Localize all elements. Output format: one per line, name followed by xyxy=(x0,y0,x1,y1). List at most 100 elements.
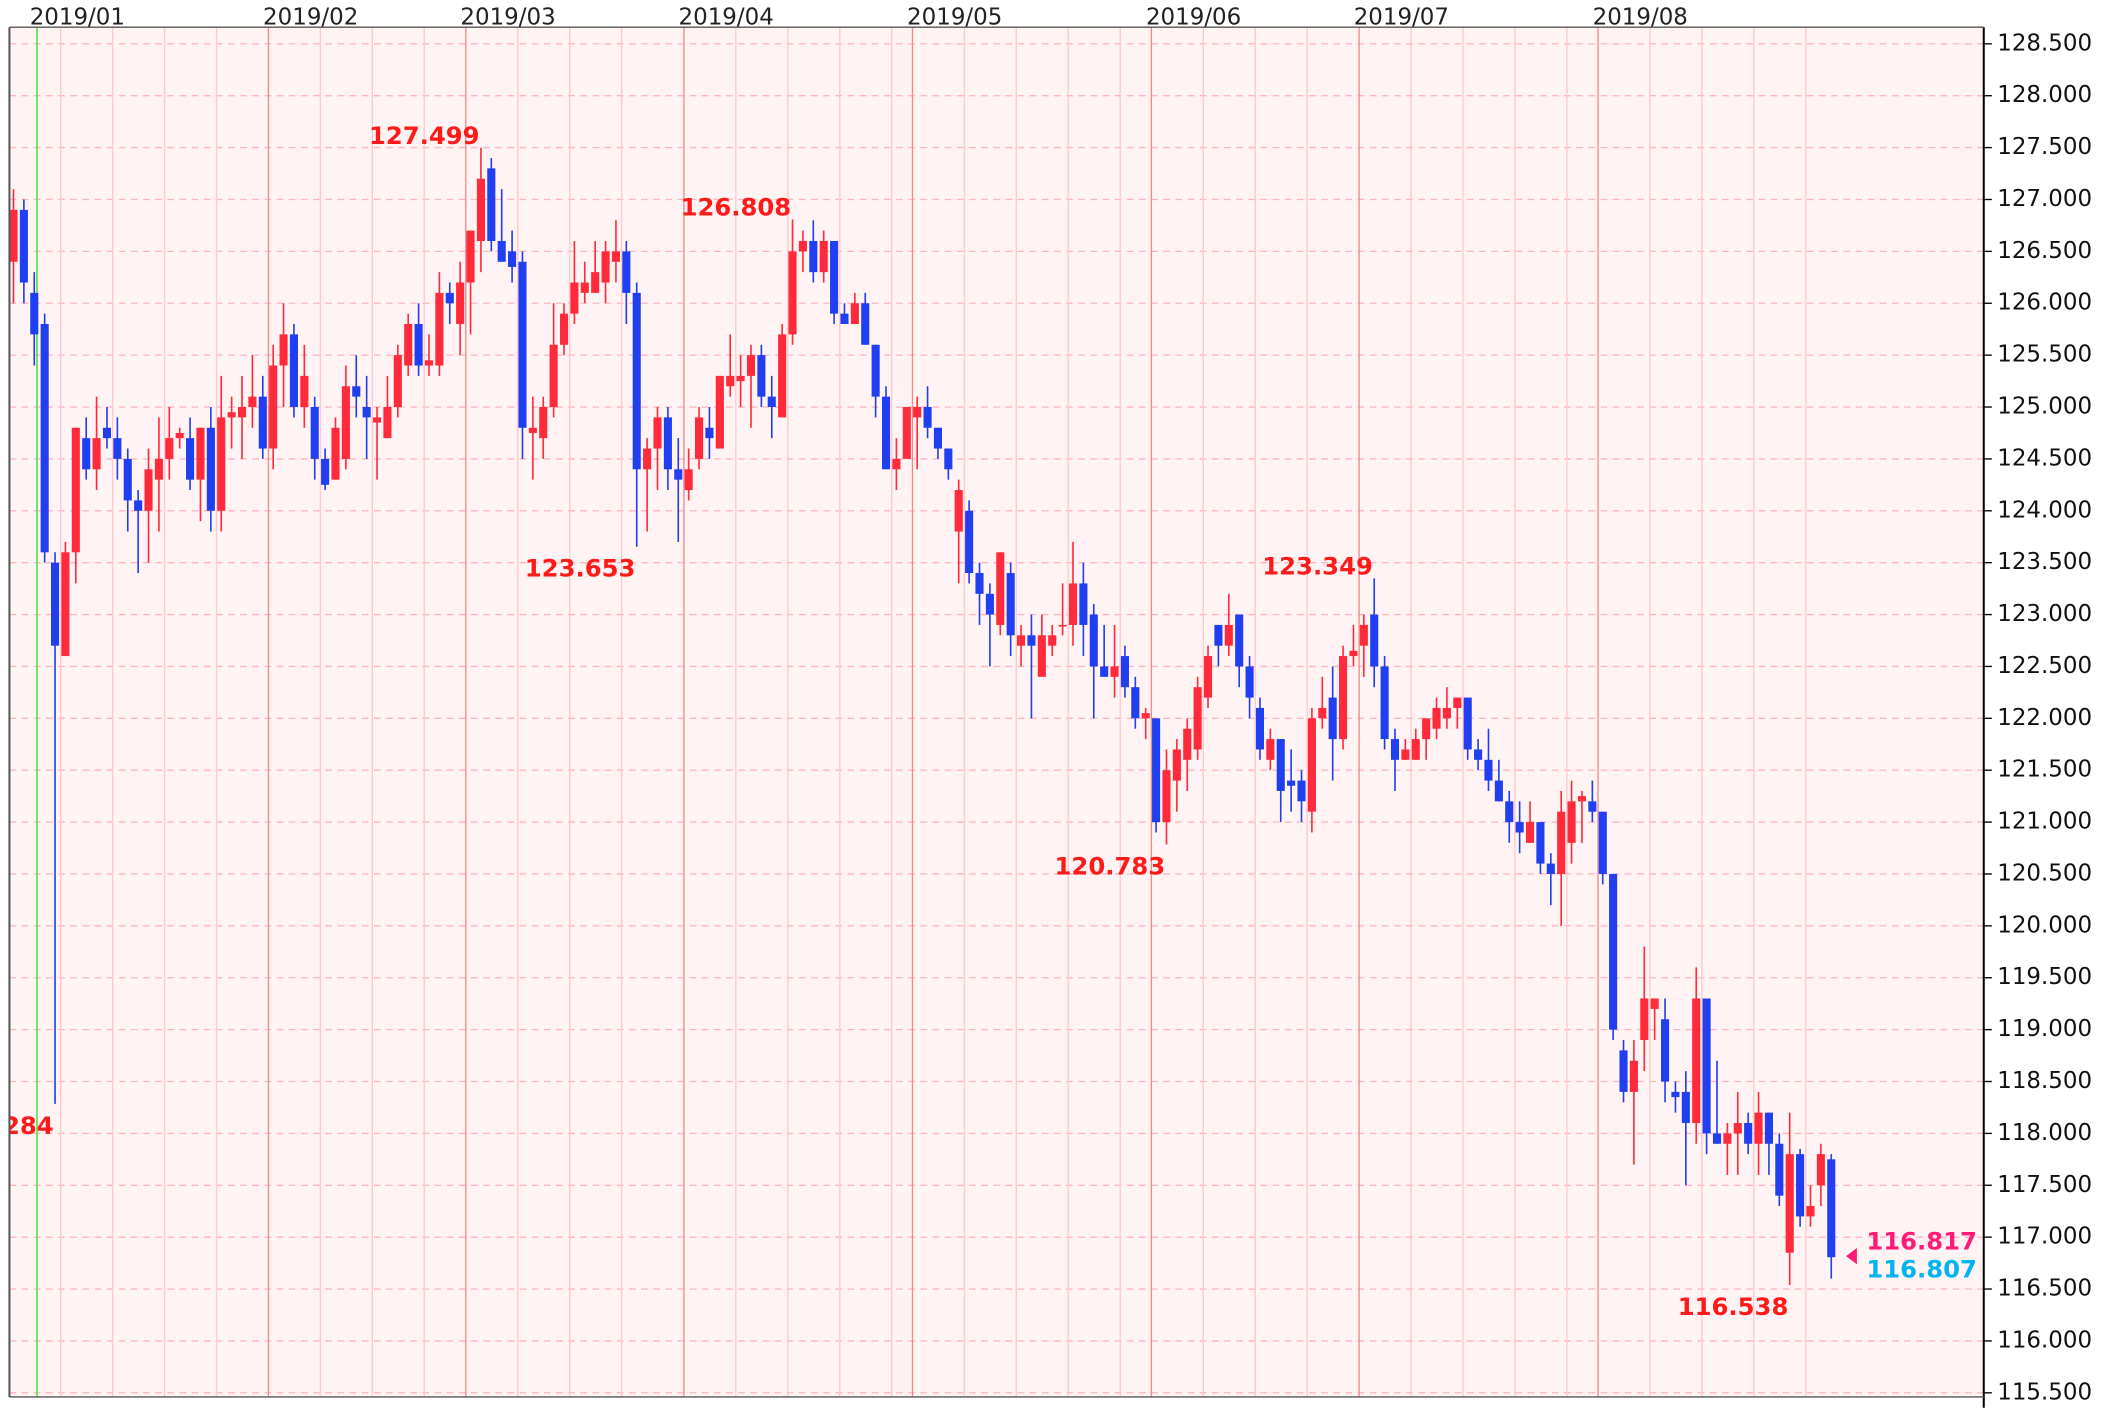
candle-body xyxy=(300,375,309,408)
candle-body xyxy=(1027,635,1036,646)
candle-body xyxy=(528,427,537,433)
candle-body xyxy=(144,469,153,511)
candle-body xyxy=(227,412,236,418)
candle-body xyxy=(383,407,392,439)
candle-body xyxy=(1702,998,1711,1134)
candle-body xyxy=(1203,656,1213,698)
candle-body xyxy=(476,178,485,241)
extreme-label: 123.653 xyxy=(525,554,636,583)
candle-body xyxy=(840,313,849,325)
x-tick-label: 2019/04 xyxy=(679,4,774,30)
candle-body xyxy=(954,490,963,532)
candle-body xyxy=(674,469,683,480)
candle-body xyxy=(559,313,569,345)
candle-body xyxy=(1100,666,1109,677)
candle-body xyxy=(445,292,454,304)
candle-body xyxy=(61,552,70,657)
candle-body xyxy=(788,251,797,335)
y-tick-label: 121.000 xyxy=(1997,809,2092,835)
candle-body xyxy=(1152,718,1161,823)
candle-body xyxy=(1390,739,1400,760)
candle-body xyxy=(1110,666,1119,677)
candle-body xyxy=(746,355,756,376)
candle-body xyxy=(1671,1091,1680,1098)
candle-body xyxy=(850,303,859,325)
candle-body xyxy=(1515,822,1524,833)
y-tick-label: 118.500 xyxy=(1997,1068,2092,1094)
candle-body xyxy=(1505,801,1514,823)
candle-body xyxy=(695,417,704,459)
candle-body xyxy=(1661,1019,1670,1082)
extreme-label: 123.349 xyxy=(1262,552,1373,581)
candle-body xyxy=(310,407,319,459)
candle-body xyxy=(1650,998,1659,1009)
candle-body xyxy=(539,407,548,439)
x-tick-label: 2019/08 xyxy=(1593,4,1688,30)
y-tick-label: 120.500 xyxy=(1997,860,2092,886)
candle-body xyxy=(497,240,506,262)
candle-body xyxy=(1411,739,1420,760)
y-tick-label: 125.500 xyxy=(1997,342,2092,368)
candle-body xyxy=(591,272,600,293)
candle-body xyxy=(1567,801,1576,843)
x-tick-label: 2019/05 xyxy=(907,4,1002,30)
candle-body xyxy=(40,324,49,553)
candle-body xyxy=(1266,739,1275,760)
candle-body xyxy=(1307,718,1316,812)
candle-body xyxy=(186,438,195,480)
candle-body xyxy=(1474,749,1483,760)
candle-body xyxy=(331,427,340,480)
candle-body xyxy=(1733,1123,1742,1134)
candle-body xyxy=(1744,1123,1753,1144)
candle-body xyxy=(1287,780,1296,786)
candle-body xyxy=(19,209,28,283)
y-tick-label: 115.500 xyxy=(1997,1379,2092,1405)
y-tick-label: 126.000 xyxy=(1997,290,2092,316)
candle-body xyxy=(258,396,267,449)
candle-body xyxy=(9,209,18,262)
candle-body xyxy=(1037,635,1046,677)
extreme-label: 118.284 xyxy=(0,1111,54,1140)
candle-body xyxy=(736,375,745,382)
y-tick-label: 126.500 xyxy=(1997,238,2092,264)
y-tick-label: 121.500 xyxy=(1997,757,2092,783)
candle-body xyxy=(1380,666,1389,740)
candle-body xyxy=(1224,624,1233,646)
candle-body xyxy=(1328,697,1337,740)
candle-body xyxy=(1006,573,1015,636)
candle-body xyxy=(715,375,724,449)
candle-body xyxy=(123,458,132,501)
candle-body xyxy=(1370,614,1379,667)
candle-body xyxy=(1609,873,1618,1030)
candle-body xyxy=(663,417,672,470)
candle-body xyxy=(1484,759,1493,781)
candle-body xyxy=(684,469,693,491)
candle-body xyxy=(1276,739,1285,791)
candle-body xyxy=(975,573,984,594)
candle-body xyxy=(1463,697,1472,750)
candle-body xyxy=(985,593,994,615)
candle-body xyxy=(1141,713,1150,719)
candle-body xyxy=(726,375,735,387)
candle-body xyxy=(393,355,402,408)
candle-body xyxy=(1546,863,1555,874)
y-tick-label: 128.500 xyxy=(1997,30,2092,56)
candle-body xyxy=(1723,1133,1732,1144)
candle-body xyxy=(289,334,298,408)
candle-body xyxy=(1557,811,1566,874)
candle-body xyxy=(341,386,350,459)
candle-body xyxy=(113,438,122,459)
y-tick-label: 120.000 xyxy=(1997,912,2092,938)
candle-body xyxy=(1058,624,1067,627)
candle-body xyxy=(1068,583,1078,625)
y-tick-label: 123.000 xyxy=(1997,601,2092,627)
candle-body xyxy=(248,396,257,408)
price-arrow xyxy=(1846,1248,1857,1265)
x-tick-label: 2019/03 xyxy=(460,4,555,30)
candle-body xyxy=(611,251,621,262)
candle-body xyxy=(1172,749,1181,781)
candle-body xyxy=(1131,687,1140,719)
candle-body xyxy=(1214,624,1223,646)
candle-body xyxy=(778,334,787,418)
